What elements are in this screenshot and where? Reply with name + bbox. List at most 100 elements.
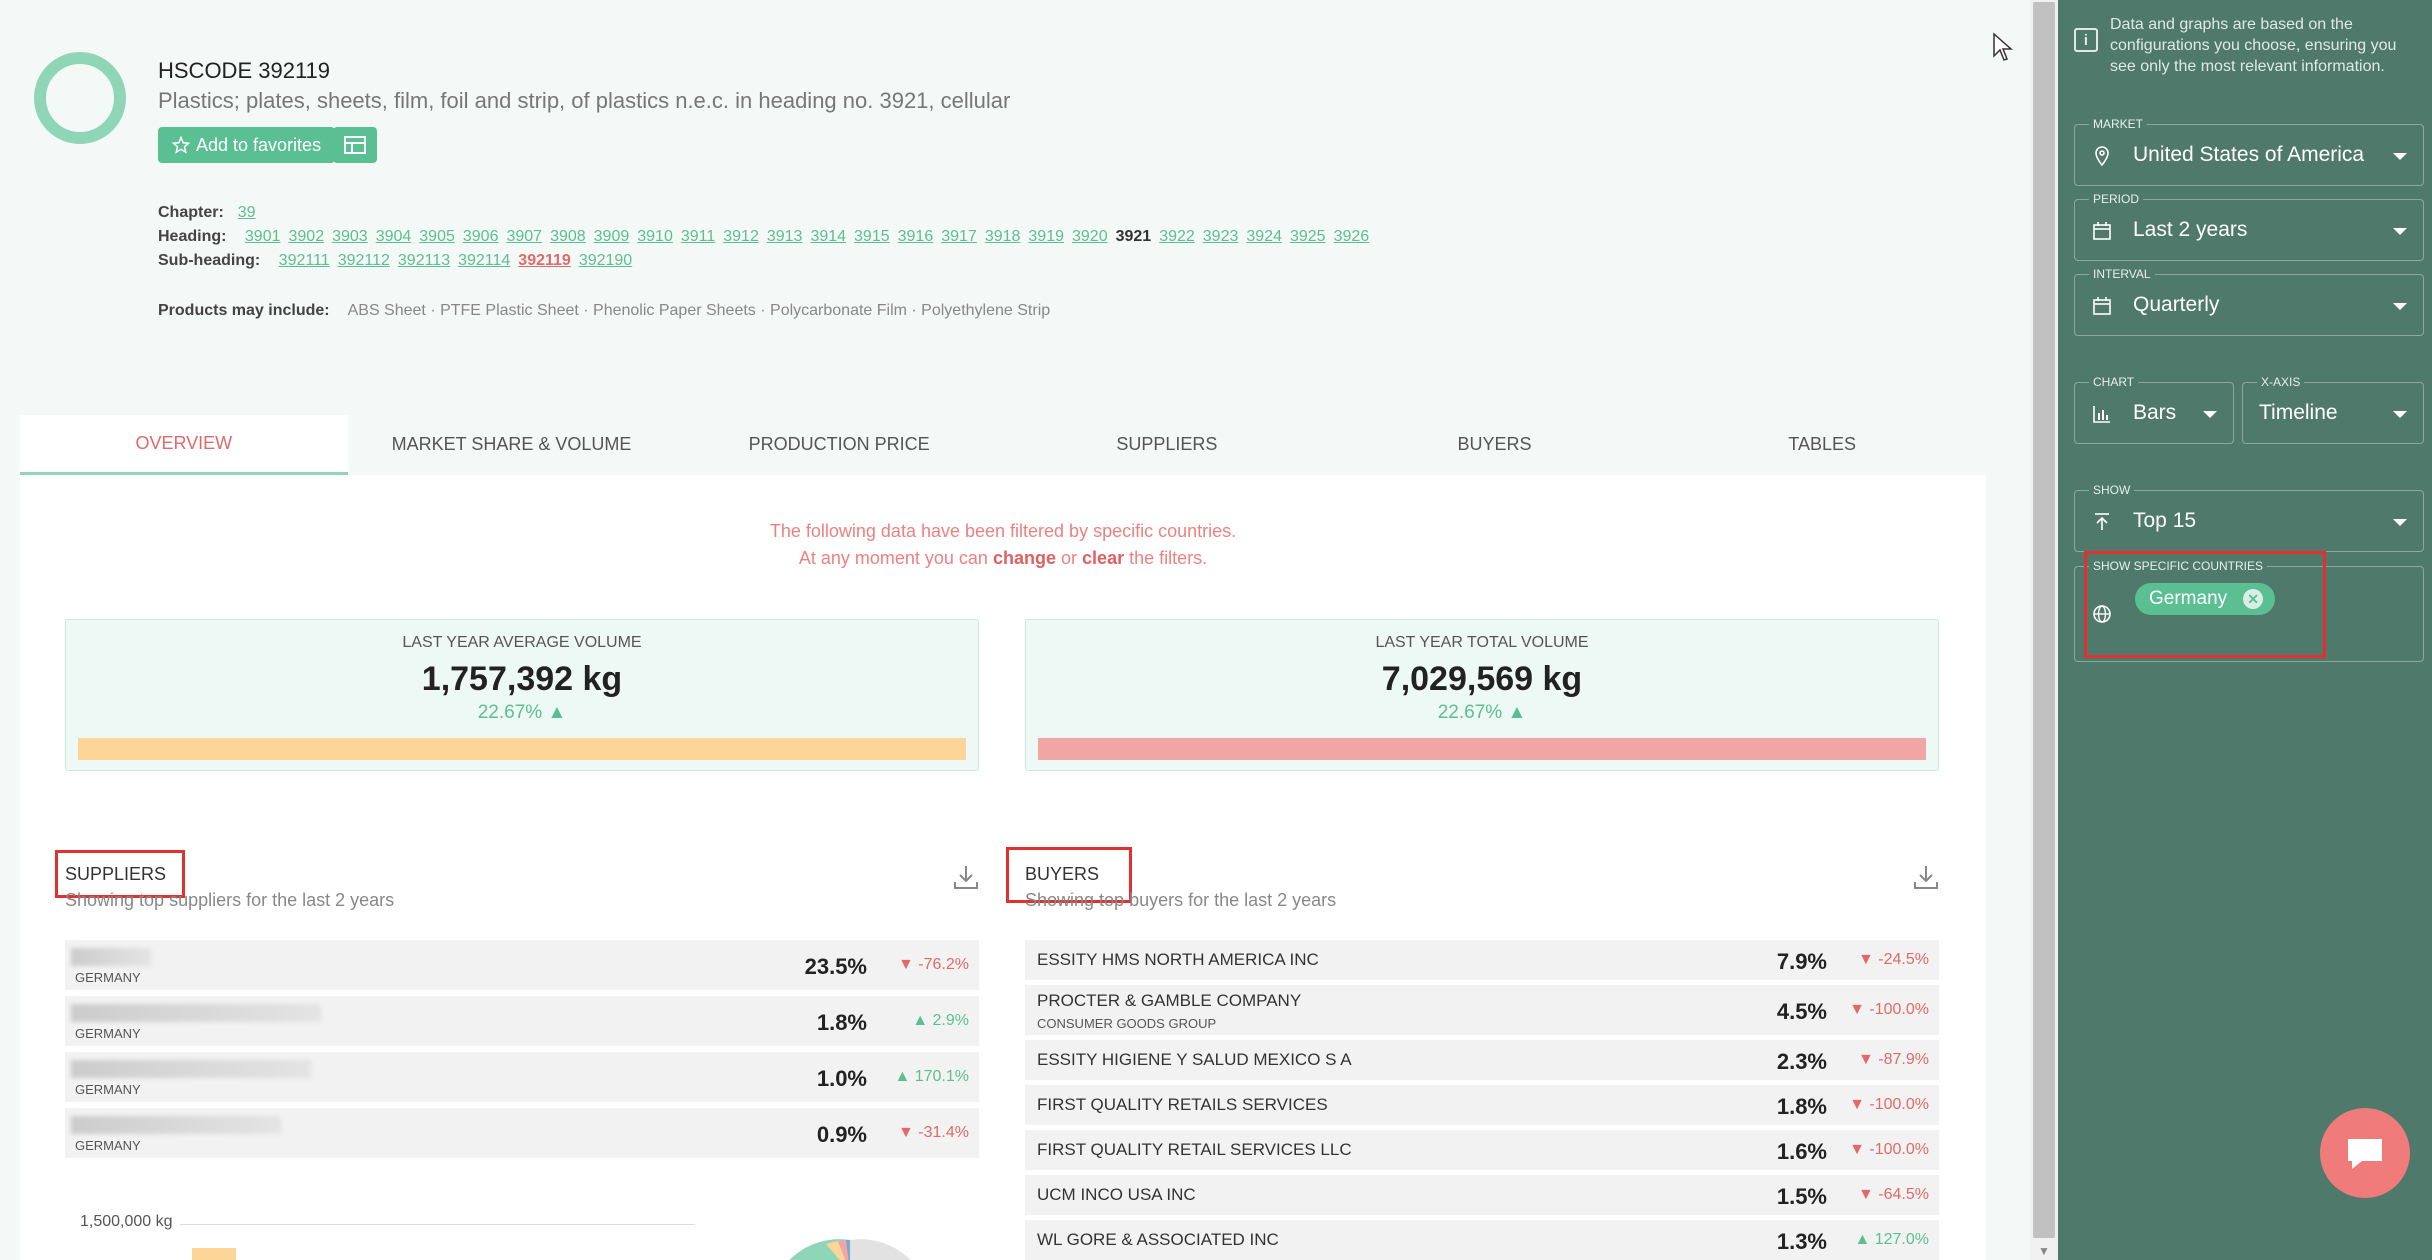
chart-value: Bars <box>2133 401 2177 424</box>
buyer-name: FIRST QUALITY RETAILS SERVICES <box>1037 1095 1328 1114</box>
heading-link[interactable]: 3906 <box>462 228 499 245</box>
tab-production-price[interactable]: PRODUCTION PRICE <box>748 433 930 454</box>
show-top-select[interactable]: SHOW Top 15 <box>2074 483 2424 552</box>
tab-market-share-volume[interactable]: MARKET SHARE & VOLUME <box>391 433 632 454</box>
heading-link[interactable]: 3913 <box>766 228 803 245</box>
period-select[interactable]: PERIOD Last 2 years <box>2074 192 2424 261</box>
add-to-favorites-button[interactable]: Add to favorites <box>158 127 336 163</box>
chart-label: CHART <box>2089 375 2139 389</box>
supplier-change: ▲ 170.1% <box>894 1068 969 1086</box>
kpi-change-value: 22.67% <box>477 702 543 723</box>
supplier-row[interactable]: GERMANY 23.5% ▼ -76.2% <box>65 940 979 990</box>
heading-link[interactable]: 3925 <box>1289 228 1326 245</box>
subheading-link[interactable]: 392190 <box>578 252 633 269</box>
supplier-change-value: -76.2% <box>918 956 969 973</box>
heading-link[interactable]: 3918 <box>984 228 1021 245</box>
tab-suppliers[interactable]: SUPPLIERS <box>1116 433 1218 454</box>
scroll-down-icon[interactable]: ▼ <box>2038 1244 2050 1258</box>
main-panel: HSCODE 392119 Plastics; plates, sheets, … <box>20 32 2013 1260</box>
subheading-link[interactable]: 392114 <box>458 252 511 269</box>
country-chip-germany[interactable]: Germany ✕ <box>2135 583 2276 615</box>
market-select[interactable]: MARKET United States of America <box>2074 117 2424 186</box>
filter-note-line1: The following data have been filtered by… <box>769 521 1237 541</box>
table-view-button[interactable] <box>333 127 377 163</box>
subheading-link[interactable]: 392119 <box>518 252 571 269</box>
heading-link[interactable]: 3922 <box>1159 228 1195 245</box>
interval-select[interactable]: INTERVAL Quarterly <box>2074 267 2424 336</box>
supplier-share: 1.0% <box>816 1066 867 1091</box>
tab-tables[interactable]: TABLES <box>1788 433 1857 454</box>
subheading-link[interactable]: 392112 <box>337 252 390 269</box>
heading-link[interactable]: 3919 <box>1028 228 1064 245</box>
buyer-row[interactable]: FIRST QUALITY RETAIL SERVICES LLC 1.6% ▼ -… <box>1025 1130 1939 1170</box>
supplier-row[interactable]: GERMANY 1.0% ▲ 170.1% <box>65 1052 979 1102</box>
scrollbar-thumb[interactable] <box>2033 2 2055 1238</box>
download-icon[interactable] <box>952 863 980 891</box>
heading-link[interactable]: 3920 <box>1072 228 1108 245</box>
heading-label: Heading: <box>158 228 227 245</box>
chart-y-tick: 1,500,000 kg <box>80 1213 173 1230</box>
x-axis-select[interactable]: X-AXIS Timeline <box>2242 375 2424 444</box>
tab-bar: OVERVIEW MARKET SHARE & VOLUME PRODUCTIO… <box>20 415 1986 475</box>
buyer-row[interactable]: WL GORE & ASSOCIATED INC 1.3% ▲ 127.0% <box>1025 1220 1939 1260</box>
buyer-row[interactable]: FIRST QUALITY RETAILS SERVICES 1.8% ▼ -100… <box>1025 1085 1939 1125</box>
heading-link[interactable]: 3921 <box>1115 228 1152 245</box>
buyer-row[interactable]: ESSITY HMS NORTH AMERICA INC 7.9% ▼ -24.5% <box>1025 940 1939 980</box>
supplier-share: 23.5% <box>804 954 867 979</box>
supplier-row[interactable]: GERMANY 1.8% ▲ 2.9% <box>65 996 979 1046</box>
highlight-box <box>2084 551 2326 658</box>
buyer-change: ▼ -64.5% <box>1858 1186 1929 1204</box>
chapter-link[interactable]: 39 <box>237 204 256 221</box>
clear-filters-link[interactable]: clear <box>1082 548 1125 568</box>
kpi-total-volume: LAST YEAR TOTAL VOLUME 7,029,569 kg 22.6… <box>1025 619 1939 771</box>
heading-link[interactable]: 3914 <box>810 228 847 245</box>
heading-link[interactable]: 3916 <box>897 228 934 245</box>
specific-countries-field[interactable]: SHOW SPECIFIC COUNTRIES Germany ✕ <box>2074 559 2424 662</box>
chat-button[interactable] <box>2320 1108 2410 1198</box>
add-to-favorites-label: Add to favorites <box>196 134 322 155</box>
buyer-row[interactable]: PROCTER & GAMBLE COMPANY CONSUMER GOODS G… <box>1025 985 1939 1035</box>
heading-link[interactable]: 3904 <box>375 228 412 245</box>
arrow-up-icon: ▲ <box>912 1012 929 1029</box>
filter-note-or: or <box>1061 548 1078 568</box>
buyer-share: 1.6% <box>1776 1139 1827 1164</box>
heading-link[interactable]: 3912 <box>723 228 759 245</box>
arrow-up-icon: ▲ <box>547 702 567 723</box>
supplier-country: GERMANY <box>75 1138 141 1153</box>
buyer-name: ESSITY HIGIENE Y SALUD MEXICO S A <box>1037 1050 1352 1069</box>
remove-chip-icon[interactable]: ✕ <box>2243 589 2264 609</box>
change-filters-link[interactable]: change <box>992 548 1056 568</box>
heading-link[interactable]: 3910 <box>637 228 673 245</box>
heading-link[interactable]: 3909 <box>593 228 630 245</box>
supplier-row[interactable]: GERMANY 0.9% ▼ -31.4% <box>65 1108 979 1158</box>
heading-link[interactable]: 3908 <box>550 228 586 245</box>
buyer-row[interactable]: UCM INCO USA INC 1.5% ▼ -64.5% <box>1025 1175 1939 1215</box>
heading-link[interactable]: 3917 <box>941 228 977 245</box>
heading-link[interactable]: 3923 <box>1202 228 1239 245</box>
arrow-down-icon: ▼ <box>1858 951 1874 968</box>
tab-buyers[interactable]: BUYERS <box>1457 433 1532 454</box>
heading-link[interactable]: 3905 <box>419 228 455 245</box>
heading-link[interactable]: 3901 <box>244 228 281 245</box>
tab-overview[interactable]: OVERVIEW <box>20 415 348 475</box>
chart-type-select[interactable]: CHART Bars <box>2074 375 2234 444</box>
buyer-change: ▼ -24.5% <box>1858 951 1929 969</box>
buyer-row[interactable]: ESSITY HIGIENE Y SALUD MEXICO S A 2.3% ▼ -… <box>1025 1040 1939 1080</box>
heading-link[interactable]: 3911 <box>680 228 716 245</box>
heading-link[interactable]: 3907 <box>506 228 543 245</box>
interval-label: INTERVAL <box>2089 267 2155 281</box>
heading-link[interactable]: 3926 <box>1333 228 1370 245</box>
heading-link[interactable]: 3924 <box>1246 228 1282 245</box>
supplier-change-value: -31.4% <box>918 1124 969 1141</box>
show-label: SHOW <box>2089 483 2135 497</box>
subheading-link[interactable]: 392113 <box>397 252 451 269</box>
main-scrollbar[interactable]: ▲ ▼ <box>2030 0 2058 1260</box>
buyer-share: 1.5% <box>1776 1184 1827 1209</box>
filter-note-text: At any moment you can <box>798 548 988 568</box>
subheading-link[interactable]: 392111 <box>278 252 330 269</box>
heading-link[interactable]: 3915 <box>854 228 890 245</box>
filter-note-end: the filters. <box>1129 548 1208 568</box>
heading-link[interactable]: 3902 <box>288 228 325 245</box>
heading-link[interactable]: 3903 <box>332 228 368 245</box>
download-icon[interactable] <box>1912 863 1940 891</box>
